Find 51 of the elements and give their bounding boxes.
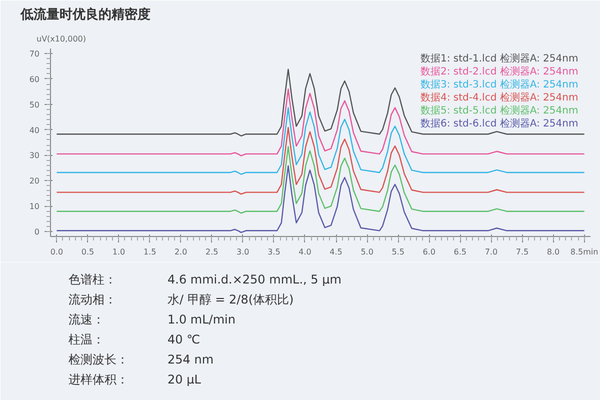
chart-title: 低流量时优良的精密度 xyxy=(20,6,150,22)
text: 254 nm xyxy=(168,352,214,366)
text: 流动相： xyxy=(68,292,116,306)
x-tick-label: 3.0 xyxy=(236,248,250,256)
text: 水/ 甲醇 = 2/8(体积比) xyxy=(168,292,294,306)
y-tick-label: 70 xyxy=(29,50,40,59)
line-series xyxy=(56,88,585,156)
text: 检测波长： xyxy=(68,352,128,366)
x-tick-label: 2.0 xyxy=(174,248,188,256)
line-series xyxy=(56,146,585,214)
text: 数据6: std-6.lcd 检测器A: 254nm xyxy=(420,118,578,130)
x-tick-label: 7.0 xyxy=(484,248,498,256)
x-tick-label: 7.5 xyxy=(516,248,529,256)
x-tick-label: 2.5 xyxy=(206,248,218,256)
y-tick-label: 0 xyxy=(34,227,40,236)
text: 数据5: std-5.lcd 检测器A: 254nm xyxy=(420,104,578,116)
x-tick-label: 1.0 xyxy=(112,248,126,256)
text: 进样体积： xyxy=(68,372,128,386)
y-tick-label: 20 xyxy=(29,176,40,186)
line-series xyxy=(56,107,585,175)
y-tick-label: 40 xyxy=(29,126,40,135)
x-tick-label: 5.0 xyxy=(360,248,374,256)
x-tick-label: 1.5 xyxy=(143,248,156,256)
text: 40 ℃ xyxy=(168,332,200,346)
line-series xyxy=(56,126,585,195)
x-tick-label: 3.5 xyxy=(268,248,280,256)
text: 4.6 mmi.d.×250 mmL., 5 µm xyxy=(168,272,342,286)
y-axis-title: uV(x10,000) xyxy=(36,34,86,44)
x-tick-label: 5.5 xyxy=(392,248,404,256)
text: 数据3: std-3.lcd 检测器A: 254nm xyxy=(420,78,578,90)
text: 柱温： xyxy=(68,332,104,346)
text: 数据1: std-1.lcd 检测器A: 254nm xyxy=(420,52,578,64)
y-tick-label: 60 xyxy=(29,74,40,84)
text: 20 µL xyxy=(168,372,202,386)
line-series xyxy=(56,165,585,234)
x-tick-label: 8.0 xyxy=(546,248,560,256)
y-tick-label: 10 xyxy=(29,202,40,212)
x-tick-label: 0.0 xyxy=(50,248,64,256)
y-tick-label: 30 xyxy=(29,151,40,160)
text: 流速： xyxy=(68,312,104,326)
text: 色谱柱： xyxy=(68,272,116,286)
text: 1.0 mL/min xyxy=(168,312,236,326)
x-tick-label: 6.0 xyxy=(422,248,436,256)
x-tick-label: 0.5 xyxy=(81,248,94,256)
x-tick-label: 4.0 xyxy=(298,248,312,256)
x-tick-label: 4.5 xyxy=(330,248,342,256)
x-tick-label: 6.5 xyxy=(454,248,467,256)
y-tick-label: 50 xyxy=(29,100,40,110)
text: 数据4: std-4.lcd 检测器A: 254nm xyxy=(420,92,578,104)
text: 数据2: std-2.lcd 检测器A: 254nm xyxy=(420,66,578,78)
x-tick-label: 8.5min xyxy=(570,248,598,256)
